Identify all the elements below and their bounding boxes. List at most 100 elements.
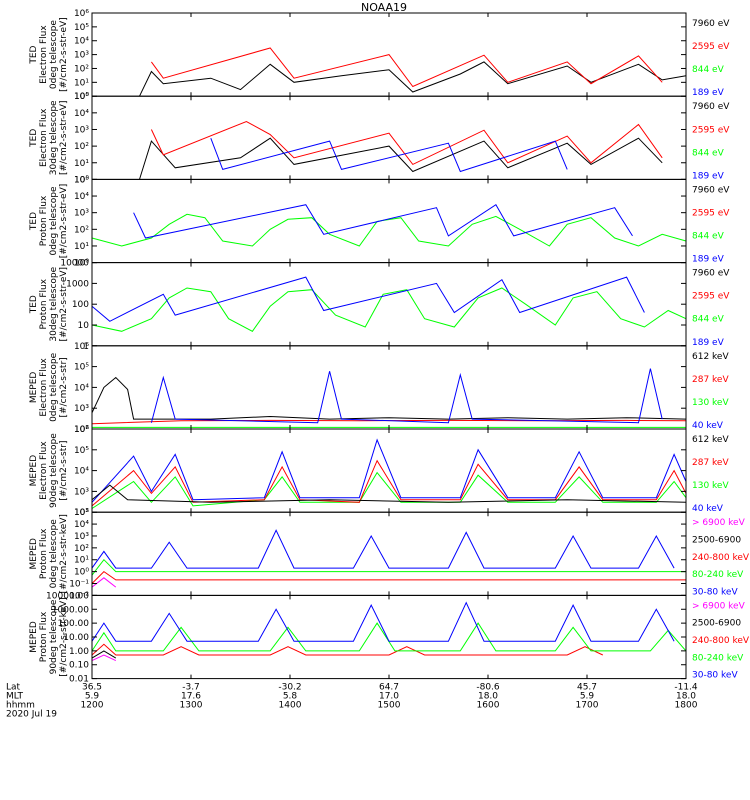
panel-6-series-4 <box>91 484 687 503</box>
panel-8-ylabel-line: MEPED <box>29 621 39 653</box>
panel-6-series-3 <box>91 438 687 503</box>
panel-4-legend-entry: 7960 eV <box>692 269 730 279</box>
panel-6-legend-entry: 612 keV <box>692 435 729 445</box>
panel-7-ylabel-line: 0deg telescope <box>49 519 59 589</box>
footer-hhmm-value: 1700 <box>576 701 599 711</box>
panel-2-ytick-label: 10⁰ <box>74 175 89 185</box>
panel-6-ytick-label: 10³ <box>74 487 89 497</box>
panel-3-ylabel: TEDProton Flux0deg telescope[#/cm2-s-str… <box>29 184 69 259</box>
panel-3-ytick-label: 10⁴ <box>74 192 89 202</box>
panel-4-ytick-label: 10 <box>78 321 90 331</box>
panel-4-ylabel: TEDProton Flux30deg telescope[#/cm2-s-st… <box>29 266 69 341</box>
panel-6-legend-entry: 40 keV <box>692 504 724 514</box>
panel-1-legend-entry: 2595 eV <box>692 42 730 52</box>
panel-8-series-1 <box>91 654 117 662</box>
panel-1-ytick-label: 10⁴ <box>74 37 89 47</box>
panel-5-ytick-label: 10⁵ <box>74 363 89 373</box>
footer-mlt-value: 5.9 <box>85 692 100 702</box>
panel-8-series-4 <box>91 622 687 652</box>
panel-4-ylabel-line: 30deg telescope <box>49 266 59 341</box>
panel-7-ytick-label: 10⁰ <box>74 568 89 578</box>
panel-7-ytick-label: 10⁻² <box>69 591 89 601</box>
footer-row-label: hhmm <box>6 701 35 711</box>
footer-mlt-value: 18.0 <box>676 692 696 702</box>
panel-6-ylabel-line: [#/cm2-s-str] <box>59 441 69 501</box>
panel-7-ylabel: MEPEDProton Flux0deg telescope[#/cm2-s-s… <box>29 514 69 593</box>
panel-1-ylabel-line: 0deg telescope <box>49 20 59 90</box>
footer-hhmm-value: 1200 <box>81 701 104 711</box>
footer-hhmm-value: 1800 <box>675 701 698 711</box>
panel-5-ylabel-line: [#/cm2-s-str] <box>59 357 69 417</box>
panel-3-frame <box>91 178 687 264</box>
panel-4-series-1 <box>91 287 687 332</box>
panel-5-legend-entry: 612 keV <box>692 352 729 362</box>
panel-8-ytick-label: 100.00 <box>58 619 90 629</box>
panel-8-ylabel-line: Proton Flux <box>39 611 49 662</box>
panel-3-ylabel-line: [#/cm2-s-str-eV] <box>59 184 69 259</box>
panel-5-ylabel-line: MEPED <box>29 372 39 404</box>
footer-hhmm-value: 1300 <box>180 701 203 711</box>
footer-hhmm-value: 1500 <box>378 701 401 711</box>
panel-1-ytick-label: 10⁵ <box>74 23 89 33</box>
footer-date: 2020 Jul 19 <box>6 710 57 720</box>
panel-6-series-1 <box>91 471 687 509</box>
panel-4-ytick-label: 1 <box>83 342 89 352</box>
panel-4-legend-entry: 2595 eV <box>692 292 730 302</box>
panel-2-ytick-label: 10⁴ <box>74 109 89 119</box>
footer-lat-value: -80.6 <box>476 683 500 693</box>
panel-4-ytick-label: 1000 <box>66 279 89 289</box>
panel-1-series-2 <box>150 47 663 88</box>
footer-lat-value: -11.4 <box>674 683 698 693</box>
panel-3-ytick-label: 10¹ <box>74 242 89 252</box>
panel-4-frame <box>91 262 687 347</box>
panel-3-ytick-label: 10⁰ <box>74 259 89 269</box>
panel-6-legend-entry: 130 keV <box>692 481 729 491</box>
panel-8-ytick-label: 10.00 <box>63 633 89 643</box>
panel-1-legend-entry: 844 eV <box>692 65 725 75</box>
panel-1-ylabel-line: [#/cm2-s-str-eV] <box>59 17 69 92</box>
panel-6-ytick-label: 10⁶ <box>74 425 89 435</box>
panel-5-ytick-label: 10³ <box>74 404 89 414</box>
panel-5-legend-entry: 40 keV <box>692 421 724 431</box>
panel-3-ytick-label: 10² <box>74 225 89 235</box>
panel-2-series-1 <box>139 137 663 180</box>
panel-8-ytick-label: 1.00 <box>69 647 89 657</box>
panel-3-legend-entry: 844 eV <box>692 232 725 242</box>
panel-4-legend-entry: 189 eV <box>692 338 725 348</box>
panel-7-ytick-label: 10³ <box>74 532 89 542</box>
panel-5: 10² 10³ 10⁴ 10⁵ 10⁶ MEPEDElectron Flux0deg te… <box>29 342 729 435</box>
panel-3: 10⁰ 10¹ 10² 10³ 10⁴ 10⁵ TEDProton Flux0deg tel… <box>29 175 730 268</box>
panel-8-series-2 <box>91 650 117 659</box>
chart-title: NOAA19 <box>361 1 407 14</box>
panel-8-ylabel: MEPEDProton Flux90deg telescope[#/cm2-s-… <box>29 597 69 676</box>
panel-8-ytick-label: 10000.00 <box>46 591 89 601</box>
panel-6-ylabel-line: 90deg telescope <box>49 433 59 508</box>
panel-7-ylabel-line: MEPED <box>29 538 39 570</box>
panel-7-legend-entry: 2500-6900 <box>692 536 741 546</box>
footer-mlt-value: 5.9 <box>580 692 595 702</box>
panel-1-legend-entry: 189 eV <box>692 88 725 98</box>
panel-1-ytick-label: 10⁶ <box>74 9 89 19</box>
panel-3-legend-entry: 7960 eV <box>692 185 730 195</box>
panel-4-ytick-label: 100 <box>72 300 89 310</box>
panel-7-ytick-label: 10² <box>74 544 89 554</box>
footer-mlt-value: 5.8 <box>283 692 298 702</box>
panel-7: 10⁻²10⁻¹ 10⁰ 10¹ 10² 10³ 10⁴ 10⁵ MEPEDProton Fl… <box>29 508 750 601</box>
panel-8-ytick-label: 0.01 <box>69 675 89 685</box>
panel-2-series-2 <box>150 120 663 166</box>
panel-4-legend-entry: 844 eV <box>692 315 725 325</box>
footer-mlt-value: 18.0 <box>478 692 498 702</box>
panel-7-series-2 <box>91 570 686 584</box>
panel-7-legend-entry: > 6900 keV <box>692 518 746 528</box>
footer-row-label: Lat <box>6 683 21 693</box>
panel-6-legend-entry: 287 keV <box>692 458 729 468</box>
footer-lat-value: -3.7 <box>182 683 200 693</box>
panel-2-legend-entry: 7960 eV <box>692 102 730 112</box>
panel-8-ytick-label: 1000.00 <box>52 605 89 615</box>
panel-8-frame <box>91 594 687 680</box>
panel-3-ylabel-line: TED <box>29 212 39 231</box>
footer-lat-value: 64.7 <box>379 683 399 693</box>
